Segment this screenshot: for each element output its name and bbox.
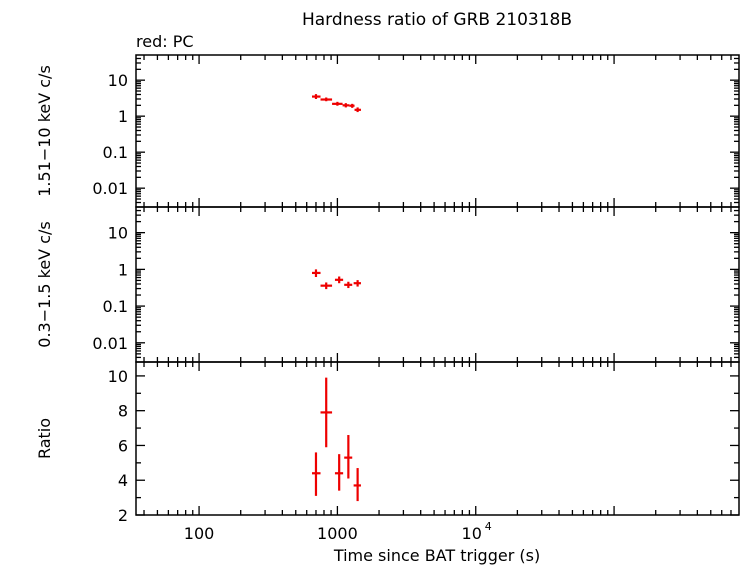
series-PC [311,94,361,113]
data-point [344,435,353,479]
data-point [349,103,355,108]
y-tick-label: 0.1 [103,143,128,162]
panel-frame [135,361,740,516]
data-point [320,282,333,290]
data-point [320,97,333,102]
data-point [344,281,353,289]
y-tick-label: 10 [108,224,128,243]
y-axis-label: Ratio [35,418,54,459]
y-tick-label: 0.01 [92,179,128,198]
series-PC [311,269,361,290]
y-tick-label: 6 [118,436,128,455]
panel-frame [135,206,740,363]
x-tick-label: 1000 [317,524,358,543]
data-point [311,269,321,277]
data-point [311,94,321,99]
panel-1: 10 1 0.1 0.01 1.51−10 keV c/s [35,54,740,208]
panels-layer: 10 1 0.1 0.01 1.51−10 keV c/s 10 1 0.1 0.01 0.3−1… [35,54,740,543]
data-point [311,452,321,496]
data-point [320,377,333,448]
y-axis-label: 1.51−10 keV c/s [35,65,54,197]
legend-text: red: PC [136,32,194,51]
y-tick-label: 2 [118,506,128,525]
chart-title: Hardness ratio of GRB 210318B [302,10,572,30]
data-point [354,107,361,113]
y-tick-label: 1 [118,260,128,279]
data-point [334,454,344,491]
panel-frame [135,54,740,208]
data-point [332,101,343,106]
data-point [353,280,361,287]
y-tick-label: 0.1 [103,297,128,316]
y-axis-label: 0.3−1.5 keV c/s [35,221,54,347]
x-axis-label: Time since BAT trigger (s) [333,546,540,565]
data-point [353,468,361,502]
data-point [342,103,350,108]
x-tick-exponent: 4 [485,520,492,533]
series-PC [311,377,361,502]
y-tick-label: 8 [118,402,128,421]
y-tick-label: 4 [118,471,128,490]
y-tick-label: 1 [118,107,128,126]
x-tick-label: 100 [184,524,215,543]
y-tick-label: 10 [108,71,128,90]
x-tick-label: 10 [462,524,482,543]
panel-3: 10 8 6 4 2 Ratio [35,361,740,525]
panel-2: 10 1 0.1 0.01 0.3−1.5 keV c/s [35,206,740,363]
y-tick-label: 0.01 [92,334,128,353]
y-tick-label: 10 [108,367,128,386]
data-point [334,276,344,284]
